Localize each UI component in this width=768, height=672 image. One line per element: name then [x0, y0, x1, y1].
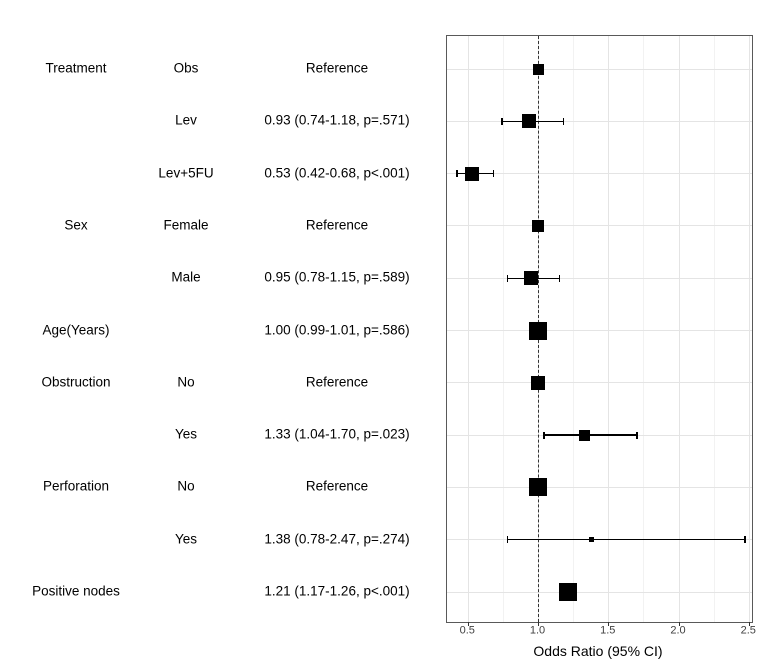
ci-cap-right: [636, 431, 638, 439]
ci-cap-right: [563, 117, 565, 125]
or-marker-box: [529, 321, 548, 340]
grid-line-y: [447, 382, 752, 384]
or-marker-box: [465, 166, 480, 181]
ci-cap-left: [506, 274, 509, 282]
or-marker-box: [579, 429, 591, 441]
ci-whisker: [507, 539, 746, 541]
x-axis-title: Odds Ratio (95% CI): [533, 643, 663, 659]
row-estimate-label: Reference: [305, 60, 369, 76]
row-estimate-label: 0.93 (0.74-1.18, p=.571): [264, 112, 410, 128]
grid-line-major-x: [748, 36, 750, 622]
grid-line-major-x: [608, 36, 610, 622]
x-axis-tick-label: 1.0: [529, 624, 546, 637]
row-estimate-label: Reference: [305, 217, 369, 233]
grid-line-y: [447, 486, 752, 488]
row-variable-label: Treatment: [45, 60, 107, 76]
or-marker-box: [532, 219, 545, 232]
grid-line-y: [447, 591, 752, 593]
row-variable-label: Age(Years): [42, 321, 110, 337]
or-marker-box: [532, 63, 544, 75]
x-axis-tick: [467, 622, 469, 626]
ci-cap-left: [506, 536, 509, 544]
row-level-label: Lev+5FU: [158, 164, 214, 180]
grid-line-minor-x: [573, 36, 575, 622]
x-axis-tick-label: 1.5: [600, 624, 616, 637]
row-level-label: Lev: [175, 112, 197, 128]
x-axis-tick-label: 2.5: [740, 624, 756, 637]
row-variable-label: Perforation: [42, 478, 110, 494]
grid-line-y: [447, 120, 752, 122]
or-marker-box: [531, 375, 546, 390]
x-axis-tick-label: 2.0: [670, 624, 686, 637]
ci-whisker: [544, 434, 637, 436]
grid-line-major-x: [678, 36, 680, 622]
or-marker-box: [559, 583, 577, 601]
ci-cap-right: [492, 170, 495, 178]
or-marker-box: [524, 271, 539, 286]
row-level-label: Yes: [174, 530, 198, 546]
row-level-label: No: [177, 374, 195, 390]
grid-line-y: [447, 277, 752, 279]
row-level-label: Female: [163, 217, 209, 233]
ci-cap-left: [501, 117, 503, 125]
or-marker-box: [589, 537, 595, 543]
ci-cap-right: [744, 536, 746, 544]
grid-line-y: [447, 68, 752, 70]
row-estimate-label: Reference: [305, 374, 369, 390]
ci-cap-right: [558, 274, 561, 282]
row-estimate-label: 0.53 (0.42-0.68, p<.001): [264, 164, 410, 180]
row-estimate-label: 1.38 (0.78-2.47, p=.274): [264, 530, 410, 546]
row-level-label: Male: [171, 269, 201, 285]
grid-line-minor-x: [713, 36, 715, 622]
row-estimate-label: 1.00 (0.99-1.01, p=.586): [264, 321, 410, 337]
row-level-label: Yes: [174, 426, 198, 442]
row-variable-label: Positive nodes: [32, 583, 120, 599]
ci-cap-left: [543, 431, 545, 439]
row-variable-label: Sex: [64, 217, 88, 233]
row-variable-label: Obstruction: [41, 374, 111, 390]
grid-line-y: [447, 225, 752, 227]
or-marker-box: [521, 114, 536, 129]
row-estimate-label: 0.95 (0.78-1.15, p=.589): [264, 269, 410, 285]
grid-line-minor-x: [643, 36, 645, 622]
grid-line-y: [447, 173, 752, 175]
grid-line-y: [447, 330, 752, 331]
x-axis-tick: [608, 622, 610, 626]
row-estimate-label: 1.33 (1.04-1.70, p=.023): [264, 426, 410, 442]
plot-panel: [446, 35, 753, 626]
row-estimate-label: 1.21 (1.17-1.26, p<.001): [264, 583, 410, 599]
x-axis-tick: [537, 622, 539, 626]
grid-line-major-x: [467, 36, 469, 622]
or-marker-box: [529, 478, 548, 497]
row-level-label: Obs: [173, 60, 199, 76]
x-axis-tick: [678, 622, 680, 626]
ci-cap-left: [456, 170, 458, 178]
x-axis-tick: [748, 622, 750, 626]
grid-line-minor-x: [502, 36, 504, 622]
row-estimate-label: Reference: [305, 478, 369, 494]
x-axis-tick-label: 0.5: [459, 624, 475, 637]
row-level-label: No: [177, 478, 195, 494]
